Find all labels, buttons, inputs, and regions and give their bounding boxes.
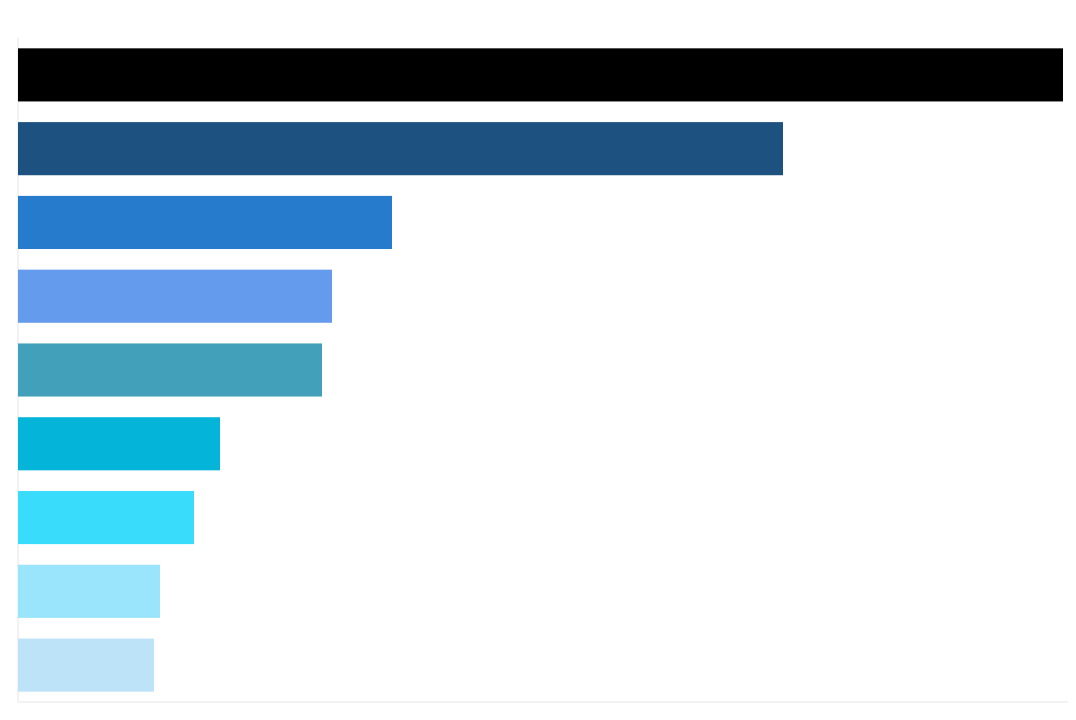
- bar: [18, 417, 220, 471]
- bar: [18, 122, 783, 176]
- bar: [18, 490, 194, 545]
- bar: [18, 638, 154, 692]
- bar: [18, 564, 160, 618]
- bar: [18, 269, 332, 323]
- bar: [18, 195, 392, 250]
- bar: [18, 343, 322, 397]
- bar: [18, 48, 1063, 102]
